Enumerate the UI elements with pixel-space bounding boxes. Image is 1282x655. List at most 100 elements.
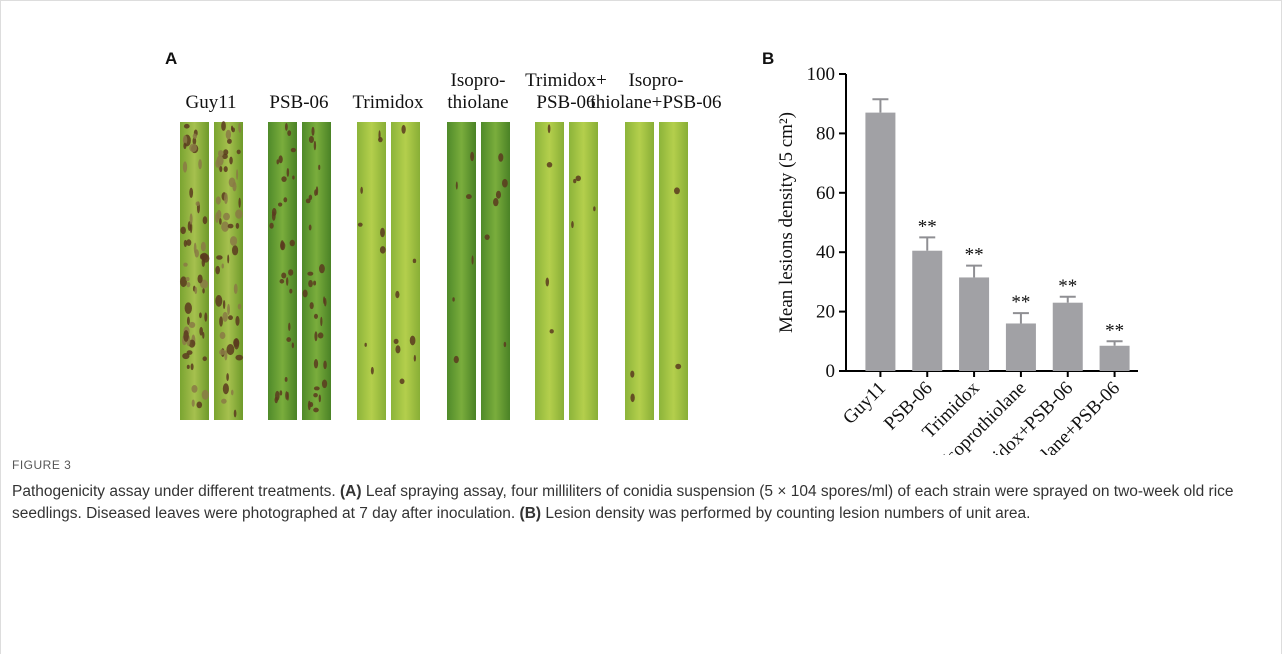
leaf-group-label: Guy11 <box>185 92 236 113</box>
significance-label: ** <box>918 216 937 237</box>
lesion <box>549 329 554 334</box>
lesion <box>233 409 237 418</box>
lesion <box>233 283 238 295</box>
lesion <box>286 168 290 177</box>
lesion <box>314 331 318 342</box>
caption-part: (B) <box>519 505 542 522</box>
lesion <box>318 164 321 170</box>
bar <box>912 250 943 371</box>
lesion <box>675 363 682 370</box>
lesion <box>192 137 197 146</box>
lesion <box>223 192 228 205</box>
lesion <box>320 316 323 327</box>
lesion <box>279 390 283 396</box>
lesion <box>276 159 279 165</box>
lesion <box>219 331 226 340</box>
lesion <box>286 277 289 286</box>
y-tick-label: 0 <box>826 361 836 382</box>
lesion <box>289 288 293 294</box>
lesion <box>219 349 226 356</box>
lesion <box>271 208 277 217</box>
panel-label: A <box>165 49 177 68</box>
lesion <box>235 354 244 361</box>
lesion <box>321 379 328 389</box>
lesion <box>545 277 550 287</box>
lesion <box>236 149 241 155</box>
lesion <box>393 338 399 345</box>
lesion <box>547 124 551 134</box>
lesion <box>192 133 197 139</box>
lesion <box>307 400 311 411</box>
leaf <box>302 122 331 420</box>
leaf-group-label: thiolane+PSB-06 <box>590 92 721 113</box>
lesion <box>360 186 363 194</box>
lesion <box>200 252 208 261</box>
lesion <box>364 342 367 347</box>
lesion <box>593 206 596 212</box>
lesion <box>279 279 285 284</box>
lesion <box>204 312 208 322</box>
lesion <box>186 316 190 326</box>
lesion <box>221 221 230 232</box>
lesion <box>280 240 285 250</box>
lesion <box>197 274 203 284</box>
lesion <box>238 122 241 133</box>
lesion <box>201 389 209 400</box>
lesion <box>217 150 224 157</box>
lesion <box>281 176 287 182</box>
lesion <box>227 138 232 144</box>
lesion <box>502 178 508 188</box>
lesion <box>313 313 318 319</box>
lesion <box>182 352 190 360</box>
lesion <box>186 239 192 246</box>
lesion <box>495 190 502 199</box>
lesion <box>183 330 189 342</box>
leaf-group-label: Trimidox <box>352 92 424 113</box>
lesion <box>223 212 230 221</box>
lesion <box>228 315 233 321</box>
lesion <box>202 216 208 225</box>
y-tick-label: 100 <box>807 64 836 85</box>
lesion <box>215 265 220 275</box>
lesion <box>379 246 386 254</box>
leaf-group-label: Isopro- <box>629 70 684 91</box>
y-tick-label: 40 <box>816 242 835 263</box>
lesion <box>185 276 190 282</box>
lesion <box>198 159 202 170</box>
lesion <box>216 155 224 166</box>
bar <box>865 112 896 372</box>
lesion <box>484 234 490 240</box>
lesion <box>222 311 228 322</box>
lesion <box>308 136 314 143</box>
lesion <box>292 175 295 180</box>
caption: Pathogenicity assay under different trea… <box>12 481 1270 525</box>
lesion <box>395 290 400 299</box>
lesion <box>222 299 226 310</box>
lesion <box>401 124 406 134</box>
lesion <box>215 196 221 205</box>
lesion <box>317 332 324 339</box>
leaf <box>625 122 654 420</box>
lesion <box>380 227 385 238</box>
y-axis-label: Mean lesions density (5 cm²) <box>776 112 797 333</box>
lesion <box>226 373 229 382</box>
lesion <box>189 187 194 198</box>
bar <box>1052 302 1083 371</box>
lesion <box>314 189 318 196</box>
lesion <box>311 126 315 136</box>
lesion <box>471 255 474 265</box>
figure: A Guy11 PSB-06 Trimidox Isopro-thiolane Trim… <box>165 49 1138 455</box>
leaf <box>535 122 564 420</box>
lesion <box>215 295 223 307</box>
lesion <box>412 258 417 264</box>
lesion <box>313 392 318 398</box>
lesion <box>281 272 287 279</box>
lesion <box>199 312 202 319</box>
lesion <box>452 297 455 302</box>
lesion <box>283 197 288 203</box>
leaf <box>391 122 420 420</box>
lesion <box>409 335 416 346</box>
lesion <box>182 135 188 145</box>
lesion <box>277 202 283 207</box>
lesion <box>286 391 289 401</box>
